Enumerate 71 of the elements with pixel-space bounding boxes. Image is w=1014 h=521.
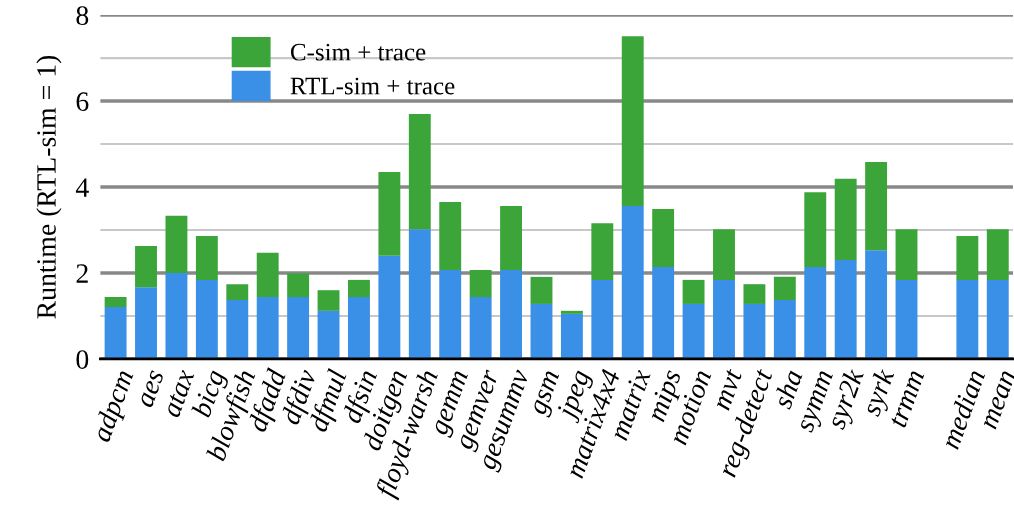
bar <box>256 297 279 359</box>
bar <box>195 279 218 359</box>
bar <box>500 270 523 359</box>
y-tick-label: 0 <box>76 350 89 369</box>
bar <box>469 270 492 298</box>
y-tick-label: 6 <box>76 92 89 111</box>
bar <box>895 229 918 280</box>
bar <box>226 300 249 359</box>
bar <box>560 310 583 314</box>
bar <box>135 287 157 359</box>
bar <box>256 252 279 298</box>
bar <box>104 297 127 307</box>
bar <box>682 279 705 304</box>
x-tick-label: adpcm <box>90 368 139 445</box>
bar <box>895 279 918 359</box>
y-axis-title: Runtime (RTL-sim = 1) <box>36 55 62 319</box>
bar <box>165 273 188 359</box>
bar <box>165 215 188 273</box>
bar <box>378 172 401 256</box>
bar <box>834 178 857 261</box>
bar <box>652 266 675 359</box>
bar <box>530 276 553 304</box>
bar <box>713 229 735 280</box>
bar <box>135 245 157 288</box>
bar <box>986 279 1009 359</box>
y-tick-label: 2 <box>76 264 88 283</box>
bar <box>713 279 735 359</box>
legend-label: C-sim + trace <box>290 43 426 61</box>
bar <box>408 113 431 230</box>
bar <box>226 284 249 301</box>
bar <box>104 306 127 359</box>
bar <box>865 250 888 359</box>
x-tick-label: syr2k <box>831 366 864 431</box>
bar <box>804 266 827 359</box>
bar <box>530 303 553 359</box>
bar <box>317 310 340 359</box>
bar <box>195 236 218 280</box>
legend-label: RTL-sim + trace <box>290 77 455 95</box>
bar <box>500 205 523 270</box>
bar <box>865 162 888 251</box>
bar <box>743 284 766 304</box>
bar <box>348 279 370 298</box>
y-tick-label: 8 <box>76 6 89 26</box>
bar <box>439 270 462 359</box>
bar <box>743 303 766 359</box>
x-tick-label: sha <box>771 368 803 410</box>
bar <box>348 297 370 359</box>
bar <box>560 313 583 359</box>
bar <box>956 236 979 280</box>
bar <box>621 205 644 359</box>
y-tick-label: 4 <box>75 178 89 197</box>
bar <box>439 202 462 270</box>
bar <box>287 297 310 359</box>
bar <box>378 255 401 359</box>
bar <box>804 192 827 267</box>
bar <box>986 229 1009 280</box>
bar <box>773 276 796 301</box>
bar <box>591 279 614 359</box>
bar <box>287 273 310 298</box>
bar <box>621 36 644 206</box>
bar <box>834 260 857 359</box>
bar <box>408 229 431 359</box>
x-tick-label: median <box>939 368 986 450</box>
bar <box>317 290 340 311</box>
bar <box>469 297 492 359</box>
bar <box>652 208 675 267</box>
x-tick-label: aes <box>139 370 165 409</box>
bar <box>773 300 796 359</box>
bar <box>682 303 705 359</box>
bar <box>956 279 979 359</box>
bar <box>591 223 614 280</box>
